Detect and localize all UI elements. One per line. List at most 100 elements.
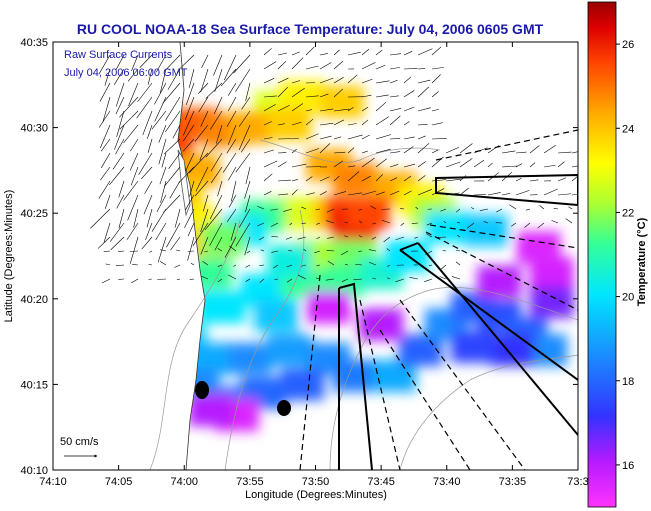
current-vector (98, 110, 111, 128)
current-vector (361, 150, 368, 154)
current-vector (277, 77, 289, 84)
buoy-marker (277, 400, 291, 416)
current-vector (214, 236, 223, 251)
current-vector (529, 145, 540, 154)
current-vector (417, 86, 430, 98)
current-vector (515, 163, 523, 168)
current-vector (129, 236, 139, 264)
x-tick-label: 74:00 (170, 476, 198, 488)
current-vector (116, 110, 125, 138)
current-vector (156, 194, 167, 213)
current-vector (245, 166, 251, 185)
current-vector (529, 162, 536, 168)
current-vector (571, 193, 578, 196)
current-vector (263, 104, 276, 112)
current-vector (215, 124, 223, 144)
current-vector (403, 175, 412, 182)
current-vector (99, 82, 111, 102)
current-vector (479, 208, 489, 212)
current-vector (172, 124, 181, 139)
sst-cell (188, 394, 233, 427)
current-vector (277, 61, 287, 70)
y-tick-label: 40:20 (20, 294, 48, 306)
current-vector (238, 124, 251, 151)
current-vector (230, 180, 237, 202)
current-vector (209, 194, 223, 220)
current-vector (160, 68, 167, 93)
current-vector (155, 222, 167, 241)
current-vector (178, 54, 195, 70)
current-vector (176, 278, 181, 281)
contour-line (149, 219, 241, 470)
current-vector (166, 54, 181, 70)
current-vector (165, 110, 181, 133)
current-vector (403, 76, 412, 84)
current-vector (341, 278, 349, 282)
current-vector (347, 74, 358, 84)
current-vector (333, 119, 344, 126)
sst-cell (280, 368, 325, 401)
current-vector (359, 220, 363, 224)
current-vector (158, 138, 167, 165)
current-vector (315, 208, 321, 211)
current-vector (456, 221, 461, 224)
current-vector (445, 146, 460, 154)
current-vector (263, 137, 273, 140)
colorbar-tick-label: 16 (622, 460, 634, 472)
current-vector (496, 208, 503, 213)
current-vector (372, 277, 377, 280)
current-vector (167, 68, 181, 90)
current-vector (200, 68, 209, 93)
current-vector (386, 277, 391, 280)
current-vector (371, 236, 377, 240)
current-vector (194, 180, 209, 197)
current-vector (347, 51, 361, 56)
current-vector (138, 152, 153, 175)
current-vector (529, 179, 539, 182)
current-vector (347, 165, 356, 168)
current-vector (305, 65, 319, 70)
current-vector (230, 222, 237, 241)
current-vector (147, 124, 153, 139)
current-vector (333, 151, 346, 154)
colorbar-tick-label: 26 (622, 39, 634, 51)
current-vector (288, 250, 293, 252)
current-vector (103, 222, 111, 243)
current-vector (119, 96, 139, 118)
current-vector (214, 68, 223, 92)
current-vector (389, 67, 401, 70)
x-axis: 74:10 74:05 74:00 73:55 73:50 73:45 73:40 73:35… (39, 42, 589, 488)
contour-line (224, 209, 305, 470)
colorbar-tick-label: 24 (622, 123, 634, 135)
current-vector (515, 177, 522, 182)
sst-cell (227, 342, 272, 375)
current-vector (459, 143, 473, 154)
current-vector (158, 124, 167, 143)
current-vector (101, 278, 111, 284)
current-vector (224, 236, 237, 258)
current-vector (233, 264, 237, 267)
current-vector (189, 180, 195, 197)
current-vector (98, 180, 111, 199)
current-vector (539, 205, 545, 210)
current-vector (142, 110, 153, 136)
current-vector (115, 54, 125, 71)
colorbar-tick-label: 18 (622, 376, 634, 388)
current-vector (333, 108, 350, 112)
current-vector (305, 192, 315, 196)
shipping-lanes (299, 129, 578, 470)
current-vector (375, 148, 391, 154)
current-vector (568, 206, 573, 210)
current-vector (340, 250, 349, 256)
current-vector (213, 96, 223, 115)
x-tick-label: 74:10 (39, 476, 67, 488)
current-vector (375, 134, 392, 140)
current-vector (515, 190, 530, 196)
current-vector (228, 166, 237, 181)
current-vector (415, 206, 419, 210)
current-vector (395, 278, 405, 283)
current-vector (355, 263, 363, 266)
current-vector (471, 207, 475, 210)
current-vector (127, 68, 139, 82)
